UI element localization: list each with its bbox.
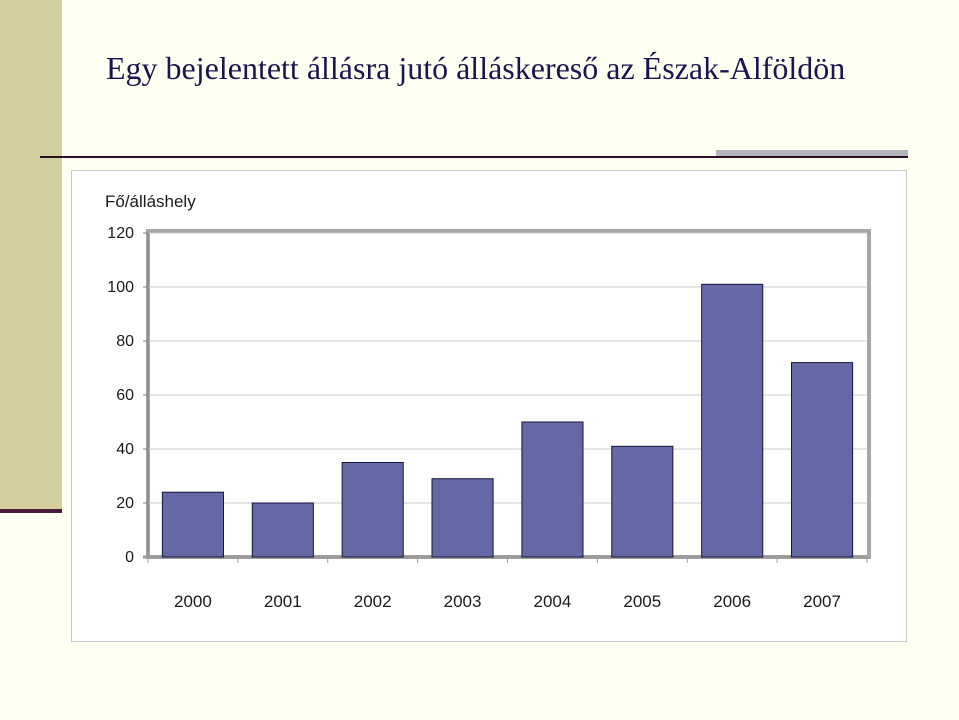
slide-title: Egy bejelentett állásra jutó álláskereső… [106,50,846,86]
x-tick-label: 2004 [534,592,572,611]
y-tick-label: 120 [107,225,134,242]
y-tick-label: 60 [116,387,134,404]
bar [431,478,494,558]
bar [521,421,584,558]
x-tick-label: 2000 [174,592,212,611]
bar [701,283,764,558]
x-tick-label: 2003 [444,592,482,611]
bar [611,445,674,558]
y-tick-label: 20 [116,495,134,512]
decorative-side-line [0,509,62,513]
x-tick-label: 2002 [354,592,392,611]
bar [791,362,854,558]
decorative-rule-dark [40,156,908,158]
y-tick-label: 100 [107,279,134,296]
x-tick-label: 2007 [803,592,841,611]
y-tick-label: 80 [116,333,134,350]
bar [161,491,224,558]
bar [251,502,314,558]
bar [341,462,404,558]
decorative-side-strip [0,0,62,512]
x-tick-label: 2006 [713,592,751,611]
y-tick-label: 40 [116,441,134,458]
x-tick-label: 2005 [623,592,661,611]
chart-panel: 0 20 40 60 80 100 120 Fő/álláshely 2000 2001 2002 2… [71,170,907,642]
bar-chart: 0 20 40 60 80 100 120 Fő/álláshely 2000 2001 2002 2… [105,192,871,611]
y-axis-label: Fő/álláshely [105,192,196,211]
y-tick-label: 0 [125,549,134,566]
x-tick-label: 2001 [264,592,302,611]
decorative-rule-gray [716,150,908,156]
